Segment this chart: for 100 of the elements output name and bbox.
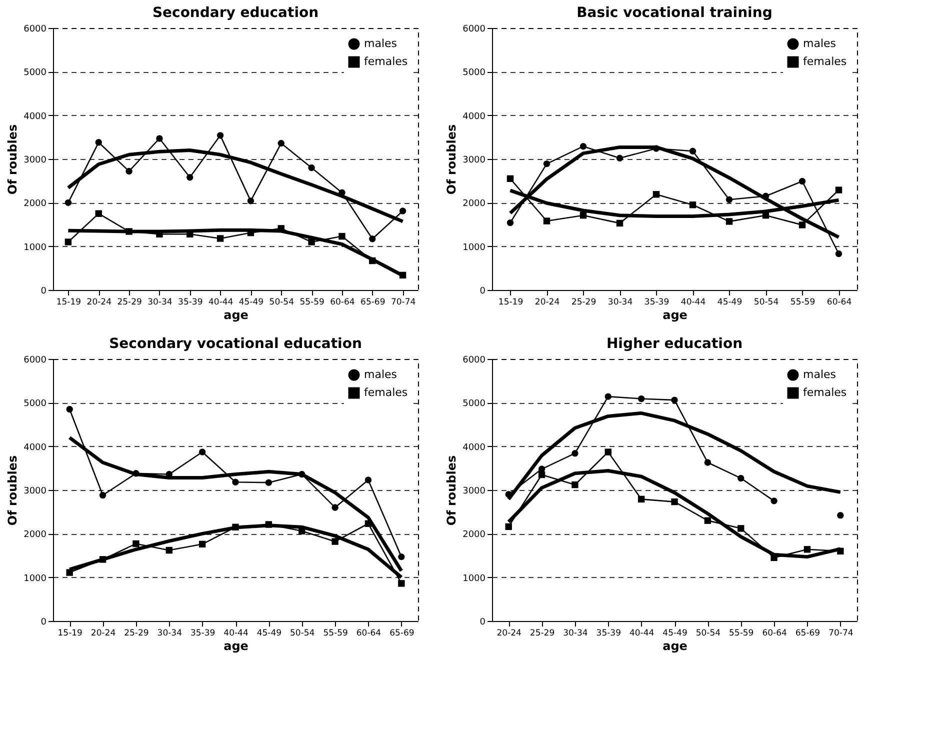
- point: [99, 492, 106, 499]
- point: [398, 553, 405, 560]
- point: [804, 546, 811, 553]
- x-tick-label: 60-64: [826, 298, 852, 308]
- chart-title: Basic vocational training: [576, 5, 772, 21]
- x-tick-label: 50-54: [290, 628, 315, 638]
- legend-label: males: [364, 37, 398, 50]
- point: [704, 517, 712, 524]
- legend-label: females: [364, 386, 408, 399]
- y-tick-label: 1000: [462, 242, 486, 253]
- y-tick-label: 0: [40, 618, 47, 628]
- point: [506, 219, 514, 226]
- point: [332, 538, 338, 545]
- x-tick-label: 40-44: [208, 298, 234, 308]
- x-axis-title: age: [224, 639, 248, 653]
- y-axis-title: Of roubles: [444, 455, 459, 526]
- point: [64, 238, 72, 246]
- point: [332, 504, 338, 511]
- point: [216, 132, 224, 139]
- point: [580, 212, 587, 219]
- point: [638, 496, 645, 503]
- y-tick-label: 0: [40, 286, 47, 296]
- point: [64, 199, 72, 206]
- y-tick-label: 6000: [462, 24, 486, 34]
- y-tick-label: 5000: [24, 68, 47, 78]
- x-tick-label: 50-54: [754, 298, 779, 308]
- y-tick-label: 5000: [24, 399, 47, 410]
- y-tick-label: 5000: [462, 399, 486, 410]
- x-tick-label: 20-24: [534, 298, 560, 308]
- point: [738, 525, 744, 532]
- x-tick-label: 15-19: [56, 298, 82, 308]
- x-tick-label: 60-64: [762, 628, 787, 638]
- y-tick-label: 4000: [462, 112, 486, 122]
- y-tick-label: 2000: [462, 199, 486, 210]
- point: [369, 236, 376, 242]
- point: [95, 210, 102, 217]
- point: [278, 140, 284, 147]
- point: [671, 498, 678, 506]
- point: [505, 523, 512, 530]
- point: [604, 448, 612, 456]
- x-tick-label: 35-39: [644, 298, 670, 308]
- y-tick-label: 3000: [24, 486, 47, 496]
- point: [156, 135, 163, 142]
- x-tick-label: 40-44: [680, 298, 706, 308]
- point: [66, 569, 73, 576]
- point: [798, 222, 806, 228]
- point: [364, 476, 372, 484]
- x-axis-title: age: [662, 308, 688, 322]
- x-tick-label: 45-49: [717, 298, 742, 308]
- x-tick-label: 30-34: [608, 298, 633, 308]
- point: [671, 396, 678, 404]
- x-tick-label: 40-44: [629, 628, 654, 638]
- point: [638, 395, 645, 402]
- point: [506, 175, 514, 182]
- x-tick-label: 20-24: [90, 628, 116, 638]
- point: [399, 208, 406, 214]
- point: [216, 235, 224, 242]
- point: [738, 474, 744, 482]
- point: [308, 238, 315, 246]
- x-tick-label: 55-59: [729, 628, 754, 638]
- x-tick-label: 50-54: [696, 628, 721, 638]
- legend-label: females: [364, 55, 408, 68]
- x-tick-label: 65-69: [360, 298, 386, 308]
- chart-title: Secondary education: [152, 5, 319, 21]
- legend-label: males: [364, 368, 398, 381]
- y-tick-label: 5000: [462, 68, 486, 78]
- y-tick-label: 1000: [462, 574, 486, 584]
- point: [572, 450, 578, 457]
- x-tick-label: 45-49: [238, 298, 264, 308]
- point: [770, 498, 778, 504]
- x-tick-label: 25-29: [571, 298, 596, 308]
- point: [95, 139, 102, 146]
- point: [798, 178, 806, 185]
- y-tick-label: 4000: [24, 112, 47, 122]
- x-tick-label: 25-29: [117, 298, 142, 308]
- y-tick-label: 4000: [462, 442, 486, 453]
- point: [338, 232, 346, 240]
- y-tick-label: 1000: [24, 242, 47, 253]
- x-tick-label: 55-59: [790, 298, 816, 308]
- y-tick-label: 2000: [24, 530, 47, 540]
- x-tick-label: 50-54: [269, 298, 294, 308]
- x-tick-label: 60-64: [356, 628, 382, 638]
- point: [837, 512, 844, 519]
- x-tick-label: 45-49: [662, 628, 688, 638]
- point: [198, 540, 206, 548]
- point: [835, 186, 842, 194]
- chart-title: Secondary vocational education: [109, 336, 362, 352]
- point: [66, 406, 73, 413]
- y-tick-label: 6000: [24, 356, 47, 366]
- y-tick-label: 0: [480, 286, 486, 296]
- y-tick-label: 3000: [462, 486, 486, 496]
- point: [616, 220, 624, 227]
- x-tick-label: 25-29: [124, 628, 149, 638]
- y-tick-label: 6000: [462, 356, 486, 366]
- x-tick-label: 55-59: [300, 298, 324, 308]
- x-tick-label: 15-19: [58, 628, 82, 638]
- point: [689, 148, 696, 154]
- point: [198, 448, 206, 456]
- point: [398, 580, 405, 587]
- legend-label: females: [803, 55, 847, 68]
